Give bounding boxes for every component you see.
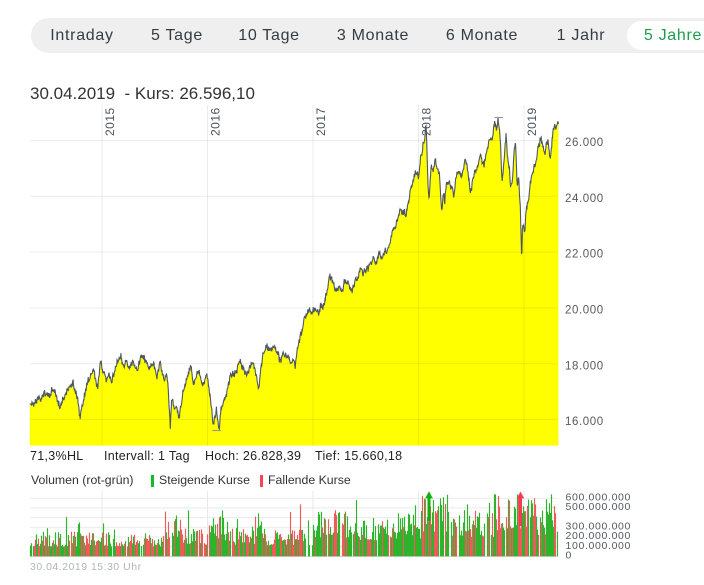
svg-text:26.000: 26.000 (565, 137, 604, 149)
svg-text:24.000: 24.000 (565, 193, 604, 205)
svg-text:2015: 2015 (103, 107, 117, 136)
svg-text:300.000.000: 300.000.000 (566, 521, 632, 533)
svg-text:16.000: 16.000 (565, 416, 604, 428)
svg-text:2017: 2017 (314, 107, 328, 136)
svg-text:2016: 2016 (209, 107, 223, 136)
svg-text:100.000.000: 100.000.000 (566, 540, 632, 552)
svg-text:0: 0 (566, 550, 573, 562)
svg-text:22.000: 22.000 (565, 249, 604, 261)
svg-text:500.000.000: 500.000.000 (566, 501, 632, 513)
svg-text:200.000.000: 200.000.000 (566, 530, 632, 542)
svg-text:600.000.000: 600.000.000 (566, 491, 632, 503)
svg-text:20.000: 20.000 (565, 305, 604, 317)
svg-text:18.000: 18.000 (565, 360, 604, 372)
svg-text:2019: 2019 (525, 107, 539, 136)
svg-text:2018: 2018 (420, 107, 434, 136)
